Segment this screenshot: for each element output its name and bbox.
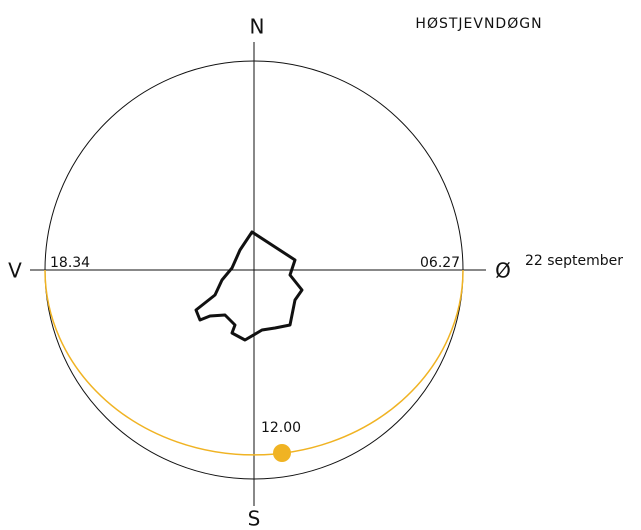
sunrise-time: 06.27 xyxy=(420,255,460,271)
title: HØSTJEVNDØGN xyxy=(415,16,542,32)
sunset-time: 18.34 xyxy=(50,255,90,271)
west-label: V xyxy=(8,259,22,283)
building-outline xyxy=(194,230,304,342)
north-label: N xyxy=(250,15,265,39)
sun xyxy=(273,444,291,462)
sun-path xyxy=(44,269,464,456)
south-label: S xyxy=(248,507,261,530)
noon-time: 12.00 xyxy=(261,420,301,436)
date-label: 22 september xyxy=(525,253,623,269)
east-label: Ø xyxy=(495,259,511,283)
